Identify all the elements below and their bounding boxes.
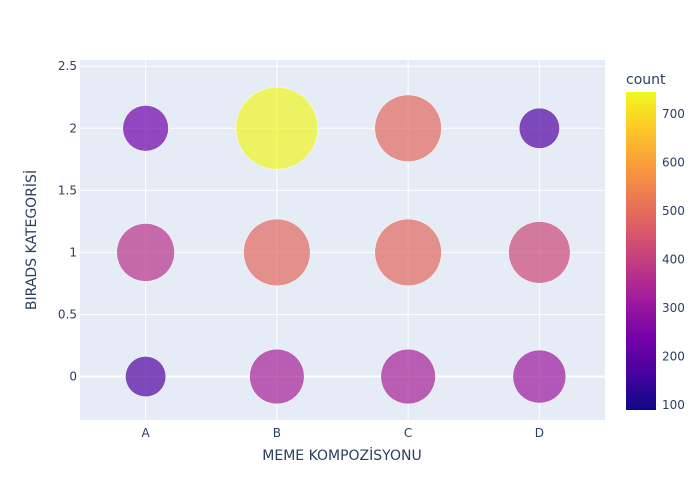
bubble-point[interactable] (374, 94, 442, 162)
colorbar-ticks: 100 200 300 400 500 600 700 (662, 107, 685, 412)
bubble-point[interactable] (374, 218, 442, 287)
colorbar-tick-label: 600 (662, 155, 685, 169)
x-tick-label: C (404, 426, 412, 440)
colorbar-title: count (626, 72, 666, 88)
bubble-point[interactable] (508, 221, 571, 284)
colorbar-tick-label: 500 (662, 204, 685, 218)
x-tick-label: A (142, 426, 151, 440)
bubble-point[interactable] (512, 349, 567, 404)
bubble-point[interactable] (518, 107, 560, 149)
x-axis-title: MEME KOMPOZİSYONU (262, 446, 421, 464)
x-tick-label: D (535, 426, 544, 440)
y-tick-label: 0 (69, 370, 77, 384)
bubble-point[interactable] (235, 87, 319, 170)
y-tick-label: 2 (69, 121, 77, 135)
bubble-point[interactable] (249, 348, 305, 405)
colorbar-tick-label: 300 (662, 301, 685, 315)
bubble-point[interactable] (116, 223, 175, 282)
y-tick-label: 2.5 (58, 59, 77, 73)
bubble-point[interactable] (125, 356, 167, 398)
colorbar-tick-label: 400 (662, 252, 685, 266)
colorbar-gradient (626, 92, 656, 410)
y-axis-ticks: 0 0.5 1 1.5 2 2.5 (58, 59, 77, 383)
x-axis-ticks: A B C D (142, 426, 544, 440)
colorbar-tick-label: 100 (662, 398, 685, 412)
x-tick-label: B (273, 426, 281, 440)
colorbar: count 100 200 300 400 500 600 700 (626, 72, 685, 412)
colorbar-tick-label: 700 (662, 107, 685, 121)
y-tick-label: 1.5 (58, 183, 77, 197)
y-axis-title: BIRADS KATEGORİSİ (22, 170, 40, 310)
colorbar-tick-label: 200 (662, 350, 685, 364)
bubble-point[interactable] (122, 105, 169, 152)
bubble-point[interactable] (380, 348, 436, 405)
y-tick-label: 0.5 (58, 307, 77, 321)
y-tick-label: 1 (69, 245, 77, 259)
bubble-point[interactable] (243, 218, 311, 287)
bubble-layer (116, 87, 571, 405)
